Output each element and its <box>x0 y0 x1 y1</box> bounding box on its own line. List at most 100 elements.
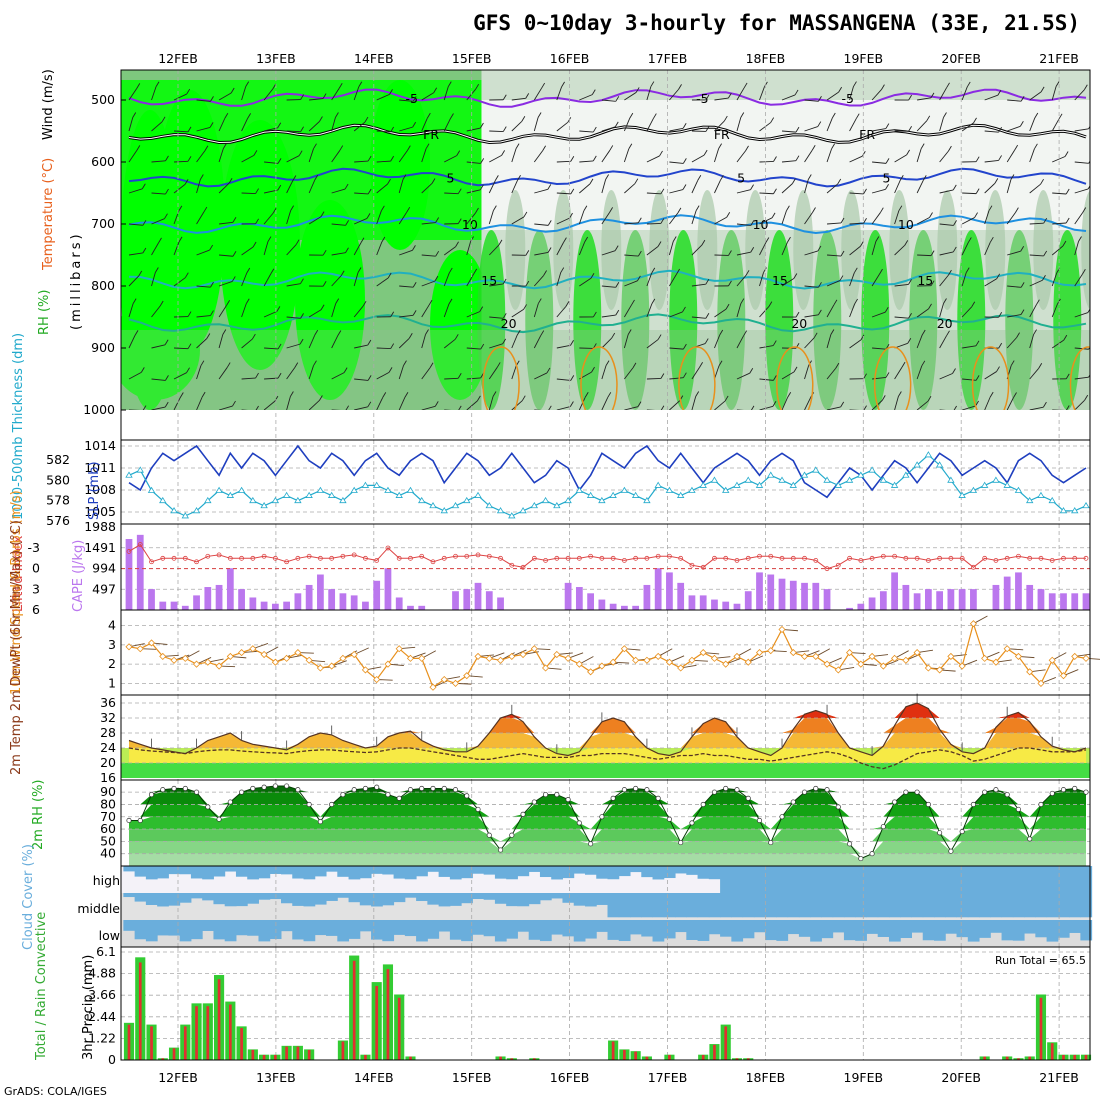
rh-point <box>1083 789 1089 795</box>
thickness-point <box>474 491 482 498</box>
cloud-bar <box>956 893 969 918</box>
wind-barb <box>826 304 835 318</box>
wind-barb-flag <box>389 89 393 95</box>
wind-barb-flag <box>335 298 340 304</box>
wind-barb-flag <box>290 205 295 211</box>
wind-barb <box>781 130 797 133</box>
wind-barb-flag <box>1082 207 1087 213</box>
cloud-bar <box>922 920 935 941</box>
wind-speed-point <box>1071 652 1079 660</box>
cloud-bar <box>247 893 259 904</box>
wind-barb-flag <box>898 205 903 211</box>
rh-point <box>880 824 886 830</box>
rh-point <box>250 785 256 792</box>
wind-barb-flag <box>380 205 385 212</box>
wind-speed-point <box>384 660 392 668</box>
wind-barb <box>308 148 314 163</box>
wind-barb <box>916 308 929 318</box>
precip-convective-bar <box>668 1054 671 1060</box>
wind-barb <box>354 378 369 381</box>
wind-barb-flag <box>591 366 595 373</box>
wind-barb <box>488 244 500 256</box>
cloud-bar <box>506 893 518 907</box>
wind-barb-flag <box>718 143 722 149</box>
cape-bar <box>609 603 617 610</box>
wind-speed-point <box>699 649 707 657</box>
thickness-point <box>1082 501 1090 509</box>
wind-barb-flag <box>322 249 327 256</box>
wind-barb <box>218 367 228 380</box>
thickness-point <box>1037 491 1045 498</box>
rh-point <box>1049 790 1055 796</box>
cloud-bar <box>247 920 259 936</box>
thickness-point <box>767 471 775 478</box>
wind-barb <box>488 210 494 225</box>
cape-tick-label: 1988 <box>84 519 116 534</box>
cloud-bar <box>866 920 879 934</box>
wind-barb <box>646 118 654 132</box>
wind-barb-flag <box>705 278 710 285</box>
wind-barb-flag <box>897 391 902 397</box>
wind-barb-flag <box>343 367 348 373</box>
wind-barb-flag <box>210 96 214 102</box>
wind-barb <box>173 277 186 287</box>
wind-barb <box>916 217 930 225</box>
wind-barb-flag <box>652 113 657 119</box>
bottom-date-label: 17FEB <box>648 1070 688 1085</box>
wind-barb-flag <box>428 299 433 306</box>
wind-barb <box>624 92 637 101</box>
wind-barb <box>128 371 142 380</box>
cape-bar <box>204 587 212 610</box>
wind-speed-point <box>294 649 302 657</box>
rh-point <box>261 784 267 790</box>
cape-contour <box>1069 346 1090 410</box>
wind-speed-point <box>1003 645 1011 653</box>
cloud-bar <box>404 920 417 937</box>
lifted-index-point <box>880 553 886 559</box>
cape-bar <box>913 593 921 610</box>
wind-barb-flag <box>853 267 858 274</box>
li-tick-label: 6 <box>32 602 40 617</box>
wind-barb-flag <box>861 150 866 157</box>
wind-barb-flag <box>165 188 169 195</box>
lifted-index-point <box>1027 555 1033 561</box>
cape-contour <box>776 346 814 410</box>
precip-convective-bar <box>634 1051 637 1060</box>
wind-barb-flag <box>200 360 205 366</box>
wind-barb-flag <box>922 175 927 181</box>
wind-barb <box>939 335 947 349</box>
lifted-index-point <box>216 552 222 558</box>
wind-barb-flag <box>659 150 663 157</box>
lifted-index-point <box>903 555 909 561</box>
cape-bar <box>879 591 887 610</box>
wind-barb-flag <box>255 372 259 379</box>
cloud-bar <box>967 893 980 918</box>
lifted-index-point <box>171 555 177 561</box>
wind-barb-flag <box>794 89 799 96</box>
wind-barb-flag <box>502 126 507 132</box>
thickness-point <box>159 496 167 504</box>
wind-barb <box>398 365 404 380</box>
cloud-bar <box>877 866 890 893</box>
wind-barb-flag <box>402 174 407 180</box>
cloud-level-label: middle <box>77 901 120 916</box>
wind-barb-flag <box>907 338 912 344</box>
rh-point <box>801 789 808 795</box>
wind-barb <box>1052 156 1066 163</box>
thickness-point <box>485 501 493 509</box>
lifted-index-point <box>678 555 684 561</box>
wind-barb-flag <box>660 188 665 195</box>
lifted-index-point <box>745 555 751 561</box>
lifted-index-point <box>250 555 256 561</box>
wind-barb-flag <box>209 122 214 128</box>
cloud-bar <box>843 893 856 918</box>
cape-bar <box>452 591 459 610</box>
wind-speed-point <box>159 652 167 660</box>
thickness-point <box>125 471 133 478</box>
wind-barb <box>353 218 368 225</box>
wind-barb-flag <box>745 270 750 276</box>
wind-barb <box>669 273 677 287</box>
precip-convective-bar <box>1084 1054 1088 1060</box>
wind-barb-flag <box>787 236 791 243</box>
